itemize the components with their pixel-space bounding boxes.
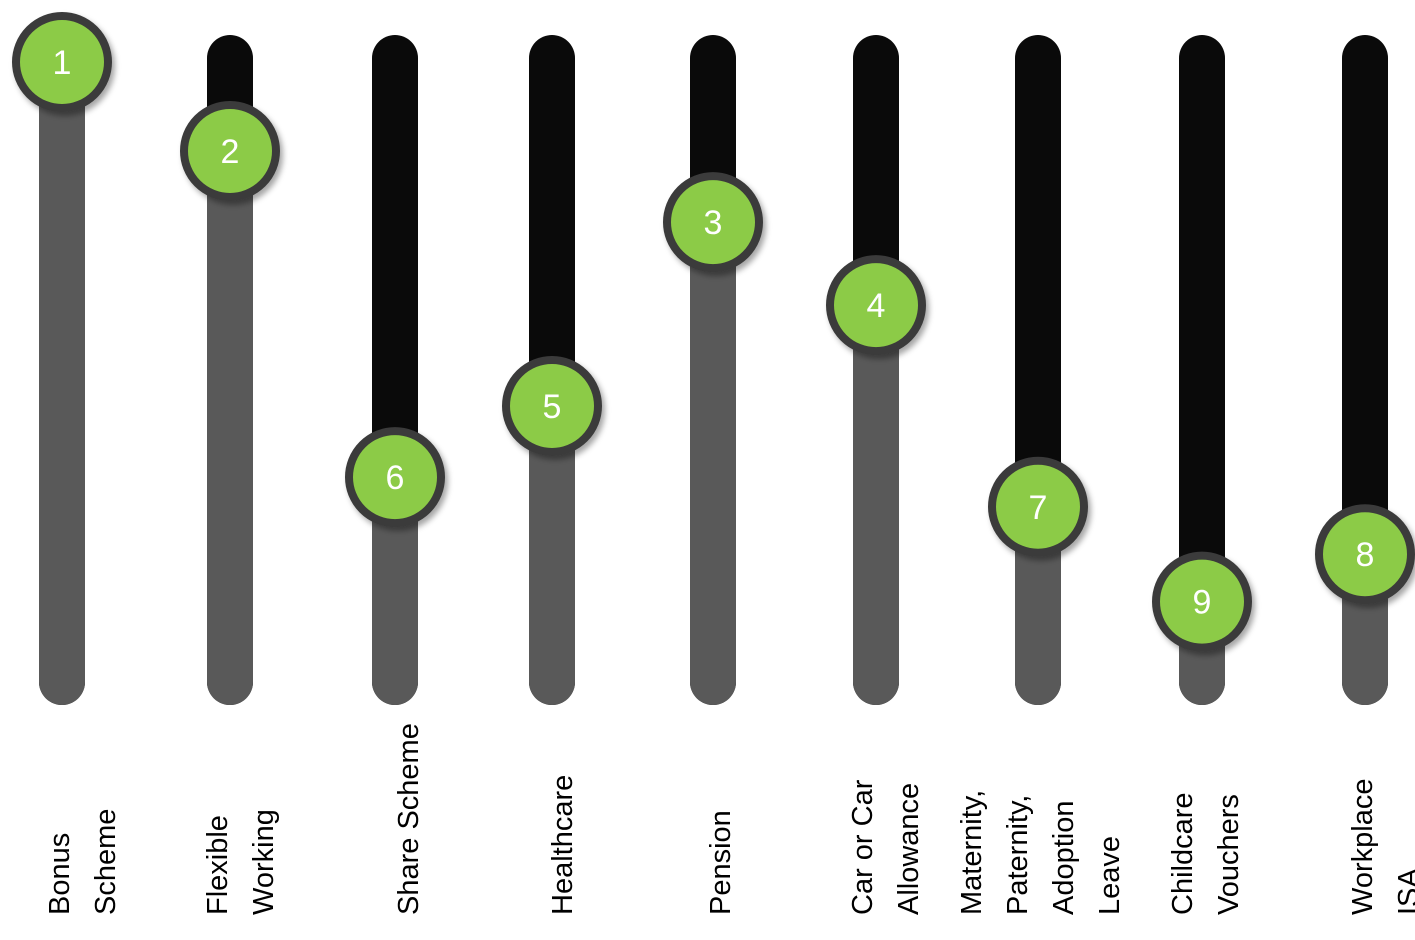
category-label: Healthcare <box>547 775 579 915</box>
track-fill-bar <box>529 405 575 705</box>
category-label: Flexible Working <box>202 809 280 915</box>
rank-number: 5 <box>543 388 562 426</box>
track-fill-bar <box>690 222 736 706</box>
category-label-line: Allowance <box>893 783 925 915</box>
track-fill-bar <box>1015 506 1061 705</box>
category-label-line: Childcare <box>1167 793 1199 916</box>
category-label-line: Working <box>248 809 280 915</box>
knob-circle <box>1315 504 1415 605</box>
slider-knob: 9 <box>1152 551 1252 652</box>
slider-knob: 6 <box>345 427 445 528</box>
category-label-line: Workplace <box>1347 779 1379 915</box>
slider-knob: 4 <box>826 255 926 356</box>
category-label: Maternity, Paternity, Adoption Leave <box>956 790 1126 915</box>
slider-knob: 3 <box>663 172 763 273</box>
category-label-line: Vouchers <box>1213 794 1245 915</box>
category-label-line: Leave <box>1094 836 1126 915</box>
category-labels: Bonus Scheme Flexible Working Share Scheme He… <box>44 723 1415 915</box>
category-label-line: Share Scheme <box>393 723 425 915</box>
category-label-line: Adoption <box>1048 801 1080 916</box>
slider-knobs: 1 2 6 5 3 4 7 9 8 <box>12 12 1415 652</box>
category-label-line: Bonus <box>44 833 76 915</box>
slider-track <box>1342 35 1388 705</box>
rank-number: 6 <box>386 459 405 497</box>
knob-circle <box>502 355 602 456</box>
knob-circle <box>988 456 1088 557</box>
category-label-line: Scheme <box>90 809 122 915</box>
knob-circle <box>345 427 445 528</box>
track-background <box>1179 35 1225 705</box>
category-label-line: Flexible <box>202 815 234 915</box>
knob-circle <box>1152 551 1252 652</box>
slider-knob: 8 <box>1315 504 1415 605</box>
rank-number: 4 <box>867 287 886 325</box>
category-label: Car or Car Allowance <box>847 779 925 915</box>
category-label-line: Healthcare <box>547 775 579 915</box>
rank-number: 2 <box>221 133 240 171</box>
category-label-line: Maternity, <box>956 790 988 915</box>
slider-knob: 1 <box>12 12 112 112</box>
category-label: Childcare Vouchers <box>1167 793 1245 916</box>
category-label: Pension <box>705 810 737 915</box>
slider-knob: 5 <box>502 355 602 456</box>
knob-circle <box>180 100 280 201</box>
slider-track <box>690 35 736 706</box>
knob-circle <box>663 172 763 273</box>
category-label-line: Pension <box>705 810 737 915</box>
slider-track <box>1015 35 1061 705</box>
knob-circle <box>826 255 926 356</box>
category-label: Workplace ISA <box>1347 779 1415 915</box>
slider-track <box>207 35 253 705</box>
slider-track <box>372 35 418 705</box>
rank-number: 9 <box>1193 584 1212 622</box>
slider-knob: 7 <box>988 456 1088 557</box>
category-label-line: Car or Car <box>847 779 879 915</box>
track-fill-bar <box>372 477 418 705</box>
category-label-line: ISA <box>1393 868 1415 915</box>
category-label-line: Paternity, <box>1002 795 1034 915</box>
category-label: Share Scheme <box>393 723 425 915</box>
rank-number: 1 <box>53 44 72 82</box>
slider-knob: 2 <box>180 100 280 201</box>
rank-number: 3 <box>704 204 723 242</box>
knob-circle <box>12 12 112 112</box>
rank-number: 8 <box>1356 536 1375 574</box>
category-label: Bonus Scheme <box>44 809 122 915</box>
rank-number: 7 <box>1029 489 1048 527</box>
slider-track <box>39 35 85 705</box>
track-fill-bar <box>207 150 253 705</box>
track-fill-bar <box>39 62 85 705</box>
slider-track <box>853 35 899 705</box>
track-fill-bar <box>853 305 899 705</box>
